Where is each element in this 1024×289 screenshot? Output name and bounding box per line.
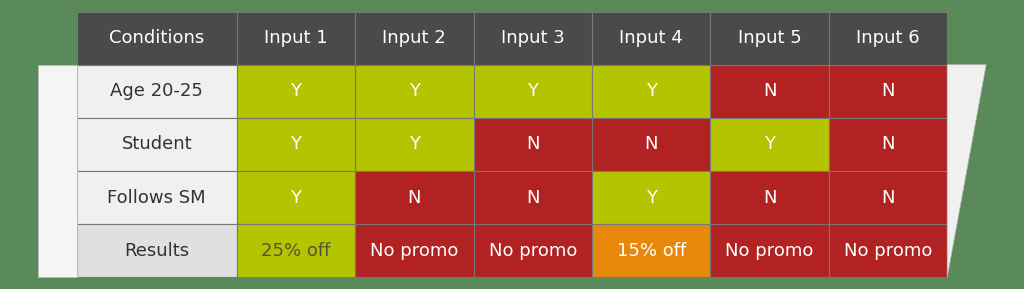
Bar — [711, 65, 828, 118]
Bar — [237, 12, 355, 65]
Text: No promo: No promo — [488, 242, 577, 260]
Bar — [77, 65, 237, 118]
Bar — [237, 224, 355, 277]
Bar — [473, 118, 592, 171]
Text: Results: Results — [124, 242, 189, 260]
Text: Age 20-25: Age 20-25 — [111, 82, 203, 100]
Bar — [355, 171, 473, 224]
Bar — [355, 224, 473, 277]
Bar — [592, 12, 711, 65]
Bar — [355, 12, 473, 65]
Text: N: N — [526, 136, 540, 153]
Text: Student: Student — [122, 136, 193, 153]
Text: Input 3: Input 3 — [501, 29, 564, 47]
Polygon shape — [947, 65, 986, 277]
Text: No promo: No promo — [370, 242, 459, 260]
Bar — [828, 118, 947, 171]
Bar — [77, 118, 237, 171]
Bar — [473, 65, 592, 118]
Text: Y: Y — [409, 82, 420, 100]
Text: Y: Y — [527, 82, 539, 100]
Text: Input 2: Input 2 — [382, 29, 446, 47]
Bar — [473, 171, 592, 224]
Bar — [355, 118, 473, 171]
Text: N: N — [882, 189, 895, 207]
Text: Input 4: Input 4 — [620, 29, 683, 47]
Text: Y: Y — [764, 136, 775, 153]
Text: Y: Y — [291, 189, 301, 207]
Text: Follows SM: Follows SM — [108, 189, 206, 207]
Text: Input 1: Input 1 — [264, 29, 328, 47]
Bar — [592, 118, 711, 171]
Bar — [473, 224, 592, 277]
Text: Y: Y — [646, 189, 656, 207]
Bar — [77, 12, 947, 277]
Text: Input 5: Input 5 — [737, 29, 802, 47]
Text: N: N — [526, 189, 540, 207]
Text: N: N — [882, 136, 895, 153]
Text: No promo: No promo — [844, 242, 932, 260]
Bar — [237, 65, 355, 118]
Text: Y: Y — [291, 136, 301, 153]
Text: 15% off: 15% off — [616, 242, 686, 260]
Bar — [355, 65, 473, 118]
Text: N: N — [882, 82, 895, 100]
Bar — [592, 224, 711, 277]
Text: N: N — [763, 189, 776, 207]
Bar — [473, 12, 592, 65]
Text: Input 6: Input 6 — [856, 29, 920, 47]
Text: No promo: No promo — [725, 242, 814, 260]
Bar — [237, 171, 355, 224]
Text: N: N — [644, 136, 657, 153]
Bar — [77, 171, 237, 224]
Text: N: N — [763, 82, 776, 100]
Text: Y: Y — [409, 136, 420, 153]
Bar — [711, 12, 828, 65]
Text: Y: Y — [291, 82, 301, 100]
Text: Conditions: Conditions — [110, 29, 205, 47]
Bar — [828, 65, 947, 118]
Text: 25% off: 25% off — [261, 242, 331, 260]
Bar — [828, 224, 947, 277]
Bar — [828, 12, 947, 65]
Bar — [592, 65, 711, 118]
Bar — [38, 65, 77, 277]
Text: Y: Y — [646, 82, 656, 100]
Bar — [711, 171, 828, 224]
Text: N: N — [408, 189, 421, 207]
Bar — [711, 224, 828, 277]
Bar — [592, 171, 711, 224]
Bar — [828, 171, 947, 224]
Bar — [237, 118, 355, 171]
Bar — [711, 118, 828, 171]
Bar — [77, 224, 237, 277]
Bar — [77, 12, 237, 65]
